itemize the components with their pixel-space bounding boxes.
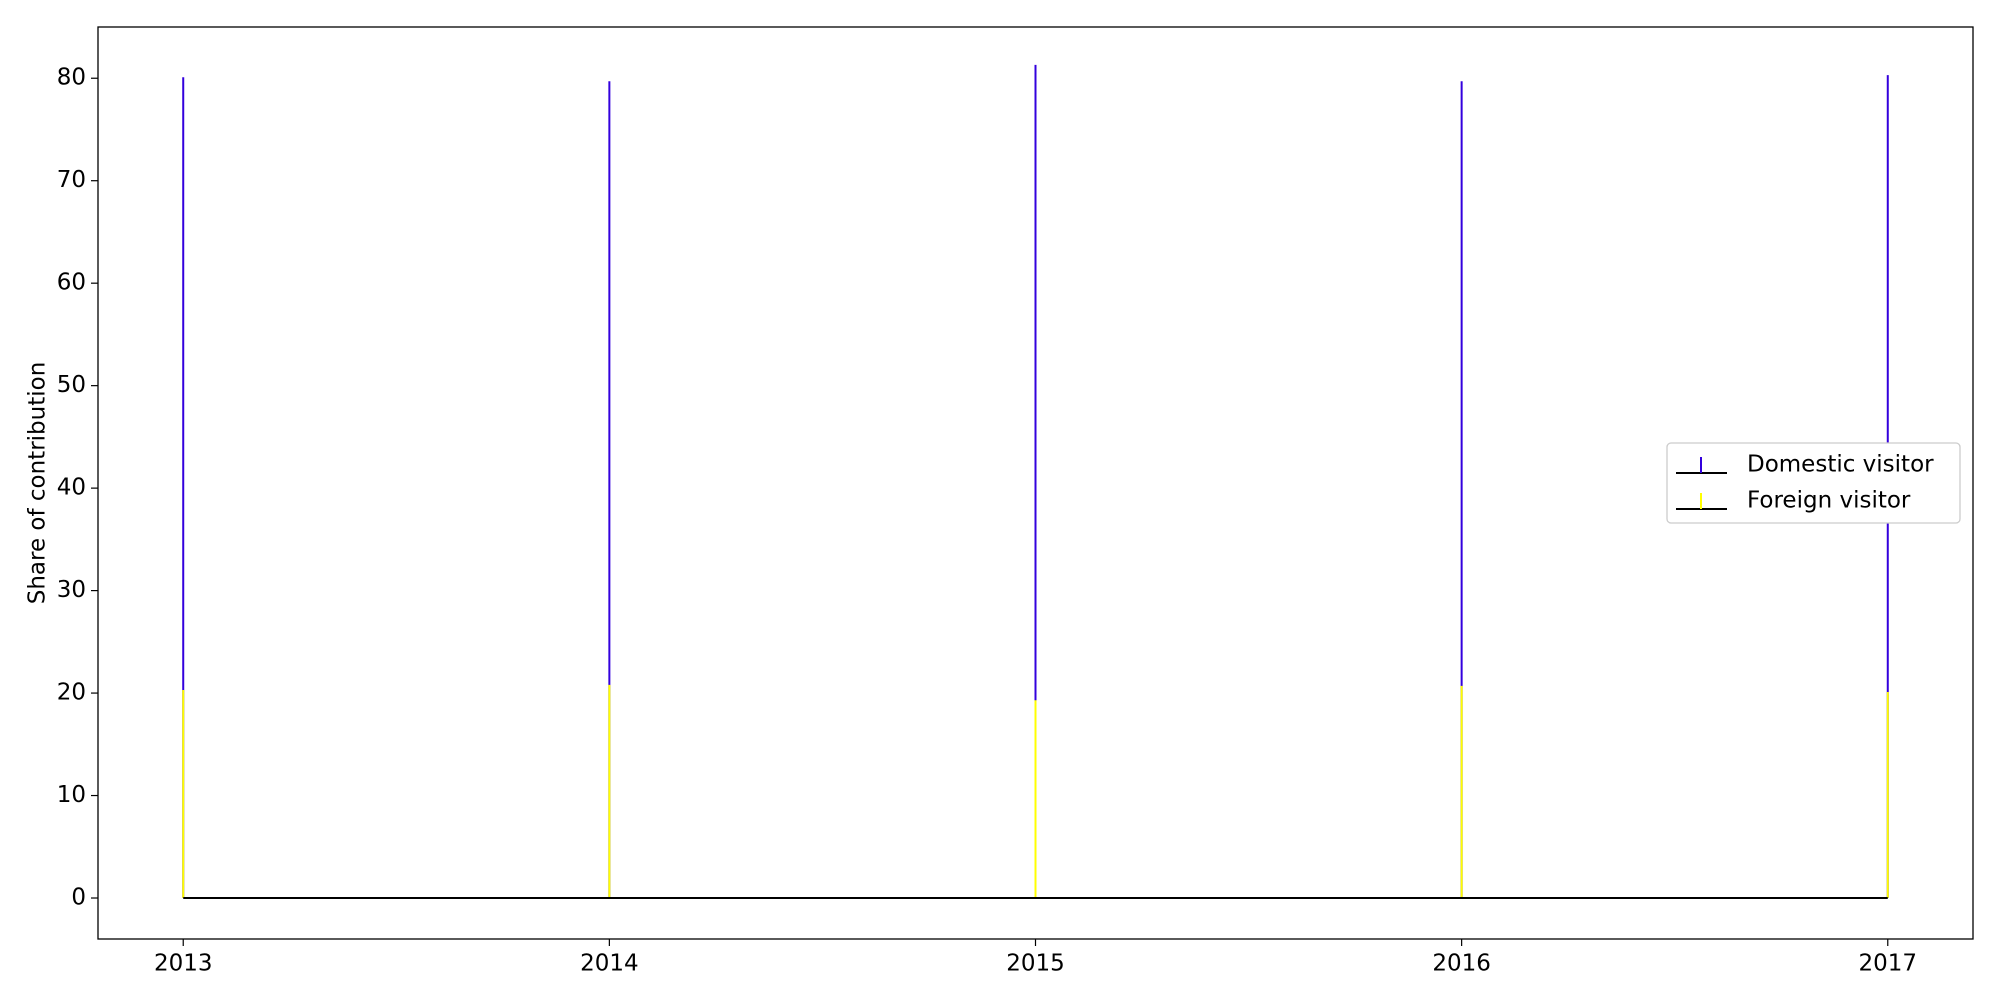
y-tick-label: 60 xyxy=(57,270,86,296)
y-tick-label: 80 xyxy=(57,65,86,91)
y-tick-label: 40 xyxy=(57,475,86,501)
y-tick-label: 50 xyxy=(57,372,86,398)
legend-label: Foreign visitor xyxy=(1747,488,1911,514)
y-tick-label: 10 xyxy=(57,782,86,808)
x-tick-label: 2013 xyxy=(154,951,213,977)
x-tick-label: 2017 xyxy=(1858,951,1917,977)
y-axis-label: Share of contribution xyxy=(25,362,51,605)
y-tick-label: 70 xyxy=(57,167,86,193)
legend-label: Domestic visitor xyxy=(1747,452,1934,478)
x-tick-label: 2015 xyxy=(1006,951,1065,977)
y-tick-label: 30 xyxy=(57,577,86,603)
legend-box xyxy=(1666,442,1961,524)
y-tick-label: 20 xyxy=(57,680,86,706)
x-tick-label: 2014 xyxy=(580,951,639,977)
x-tick-label: 2016 xyxy=(1432,951,1491,977)
y-tick-label: 0 xyxy=(71,885,86,911)
